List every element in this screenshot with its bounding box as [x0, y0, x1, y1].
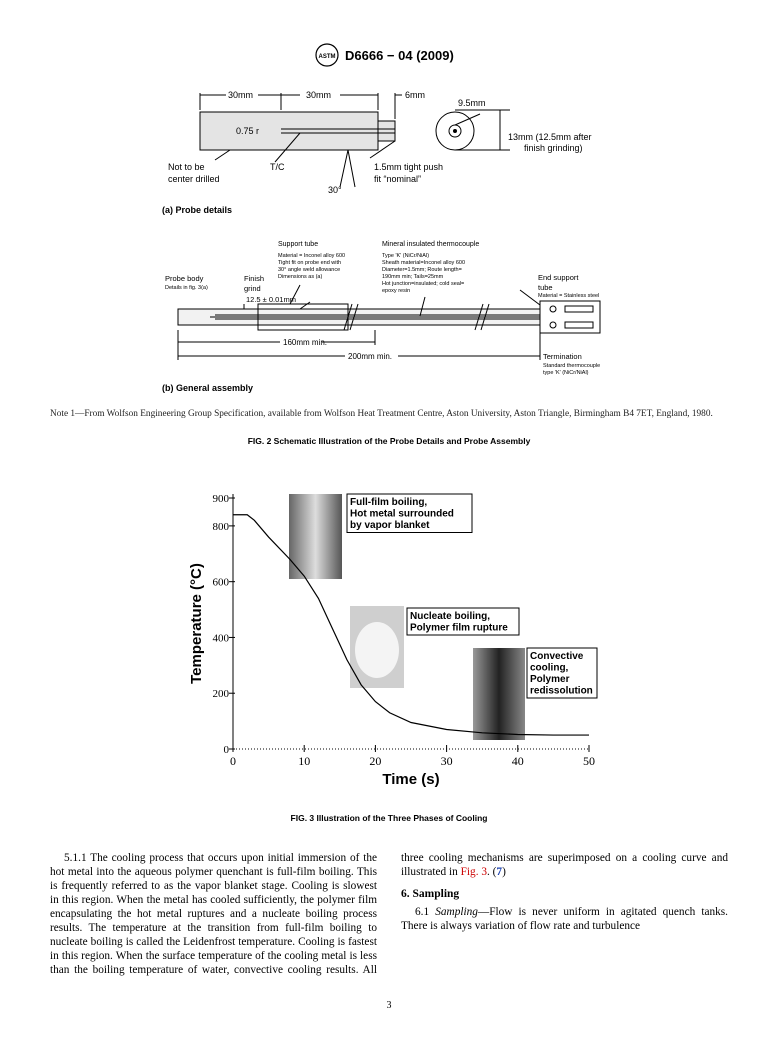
y-axis-label: Temperature (°C): [188, 563, 205, 684]
y-tick-label: 200: [213, 688, 230, 700]
drawing-label: 1.5mm tight push: [374, 162, 443, 172]
annotation: cooling,: [530, 663, 569, 674]
drawing-label: Dimensions as (a): [278, 274, 322, 280]
drawing-label: Material = Inconel alloy 600: [278, 253, 345, 259]
drawing-label: 190mm min; Tails=25mm: [382, 274, 444, 280]
annotation-box: [406, 607, 520, 636]
y-tick-label: 0: [224, 744, 230, 756]
text: 6.1: [415, 906, 430, 918]
annotation: Polymer film rupture: [410, 623, 508, 634]
svg-text:ASTM: ASTM: [319, 54, 336, 60]
drawing-label: center drilled: [168, 174, 220, 184]
drawing-label: tube: [538, 283, 553, 292]
drawing-label: 30mm: [306, 90, 331, 100]
figure-caption: FIG. 2 Schematic Illustration of the Pro…: [248, 436, 531, 446]
x-tick-label: 50: [583, 754, 595, 768]
drawing-label: 30mm: [228, 90, 253, 100]
x-axis-label: Time (s): [382, 771, 439, 788]
drawing-label: 13mm (12.5mm after: [508, 132, 592, 142]
annotation: Hot metal surrounded: [350, 509, 454, 520]
paragraph: 5.1.1 The cooling process that occurs up…: [50, 851, 728, 979]
drawing-label: fit “nominal”: [374, 174, 421, 184]
annotation: Polymer: [530, 674, 570, 685]
text: 5.1.1 The cooling process that occurs up…: [50, 852, 728, 976]
annotation: Nucleate boiling,: [410, 611, 490, 622]
x-tick-label: 10: [298, 754, 310, 768]
annotation: by vapor blanket: [350, 520, 430, 531]
y-tick-label: 800: [213, 521, 230, 533]
drawing-label: 30°: [328, 185, 342, 195]
assembly-drawing: [177, 284, 601, 360]
drawing-label: Details in fig. 3(a): [165, 285, 208, 291]
figure-link[interactable]: Fig. 3: [460, 866, 487, 878]
drawing-label: End support: [538, 273, 579, 282]
drawing-label: Material = Stainless steel: [538, 293, 599, 299]
text: ): [502, 866, 506, 878]
drawing-label: Finish: [244, 274, 264, 283]
drawing-label: Termination: [543, 352, 582, 361]
cooling-curve: [233, 514, 589, 736]
annotation: Full-film boiling,: [350, 497, 427, 508]
drawing-label: 200mm min.: [348, 352, 392, 361]
drawing-label: Sheath material=Inconel alloy 600: [382, 260, 465, 266]
drawing-label: Standard thermocouple: [543, 363, 600, 369]
x-tick-label: 0: [230, 754, 236, 768]
paragraph: 6.1 Sampling—Flow is never uniform in ag…: [401, 905, 728, 933]
annotation-box: [526, 647, 598, 699]
y-tick-label: 600: [213, 577, 230, 589]
drawing-label: Type 'K' (NiCr/NiAl): [382, 253, 429, 259]
term: Sampling: [435, 906, 478, 918]
drawing-label: 9.5mm: [458, 98, 486, 108]
drawing-label: T/C: [270, 162, 285, 172]
page-number: 3: [386, 1000, 392, 1011]
subfigure-caption: (a) Probe details: [162, 205, 232, 215]
drawing-label: 30° angle weld allowance: [278, 267, 340, 273]
y-tick-label: 900: [213, 493, 230, 505]
header-title: D6666 − 04 (2009): [345, 48, 454, 63]
drawing-label: Not to be: [168, 162, 205, 172]
drawing-label: 0.75 r: [236, 126, 259, 136]
annotation: Convective: [530, 651, 584, 662]
text: —Flow is never uniform in agitated quenc…: [401, 906, 728, 932]
drawing-label: 12.5 ± 0.01mm: [246, 295, 296, 304]
photos: [289, 494, 525, 740]
x-tick-label: 20: [369, 754, 381, 768]
drawing-label: Tight fit on probe end with: [278, 260, 341, 266]
figure-caption: FIG. 3 Illustration of the Three Phases …: [291, 813, 488, 823]
drawing-label: Diameter=1.5mm; Route length=: [382, 267, 462, 273]
astm-logo: ASTM: [315, 43, 339, 67]
reference-link[interactable]: 7: [496, 866, 503, 878]
probe-drawing: [199, 93, 510, 188]
drawing-label: type 'K' (NiCr/NiAl): [543, 370, 589, 376]
drawing-label: Support tube: [278, 241, 318, 248]
body-text: 5.1.1 The cooling process that occurs up…: [50, 851, 728, 979]
drawing-label: 6mm: [405, 90, 425, 100]
drawing-label: finish grinding): [524, 143, 583, 153]
section-heading: 6. Sampling: [401, 888, 460, 900]
x-tick-label: 30: [441, 754, 453, 768]
drawing-label: 160mm min.: [283, 338, 327, 347]
drawing-label: epoxy resin: [382, 288, 410, 294]
drawing-label: Mineral insulated thermocouple: [382, 241, 479, 248]
subfigure-caption: (b) General assembly: [162, 383, 253, 393]
y-tick-label: 400: [213, 632, 230, 644]
text: . (: [487, 866, 497, 878]
drawing-label: grind: [244, 284, 261, 293]
annotation-box: [346, 493, 473, 533]
x-tick-label: 40: [512, 754, 524, 768]
drawing-label: Hot junction=insulated; cold seal=: [382, 281, 464, 287]
drawing-label: Probe body: [165, 274, 204, 283]
figure-note: Note 1—From Wolfson Engineering Group Sp…: [50, 409, 713, 419]
annotation: redissolution: [530, 686, 593, 697]
